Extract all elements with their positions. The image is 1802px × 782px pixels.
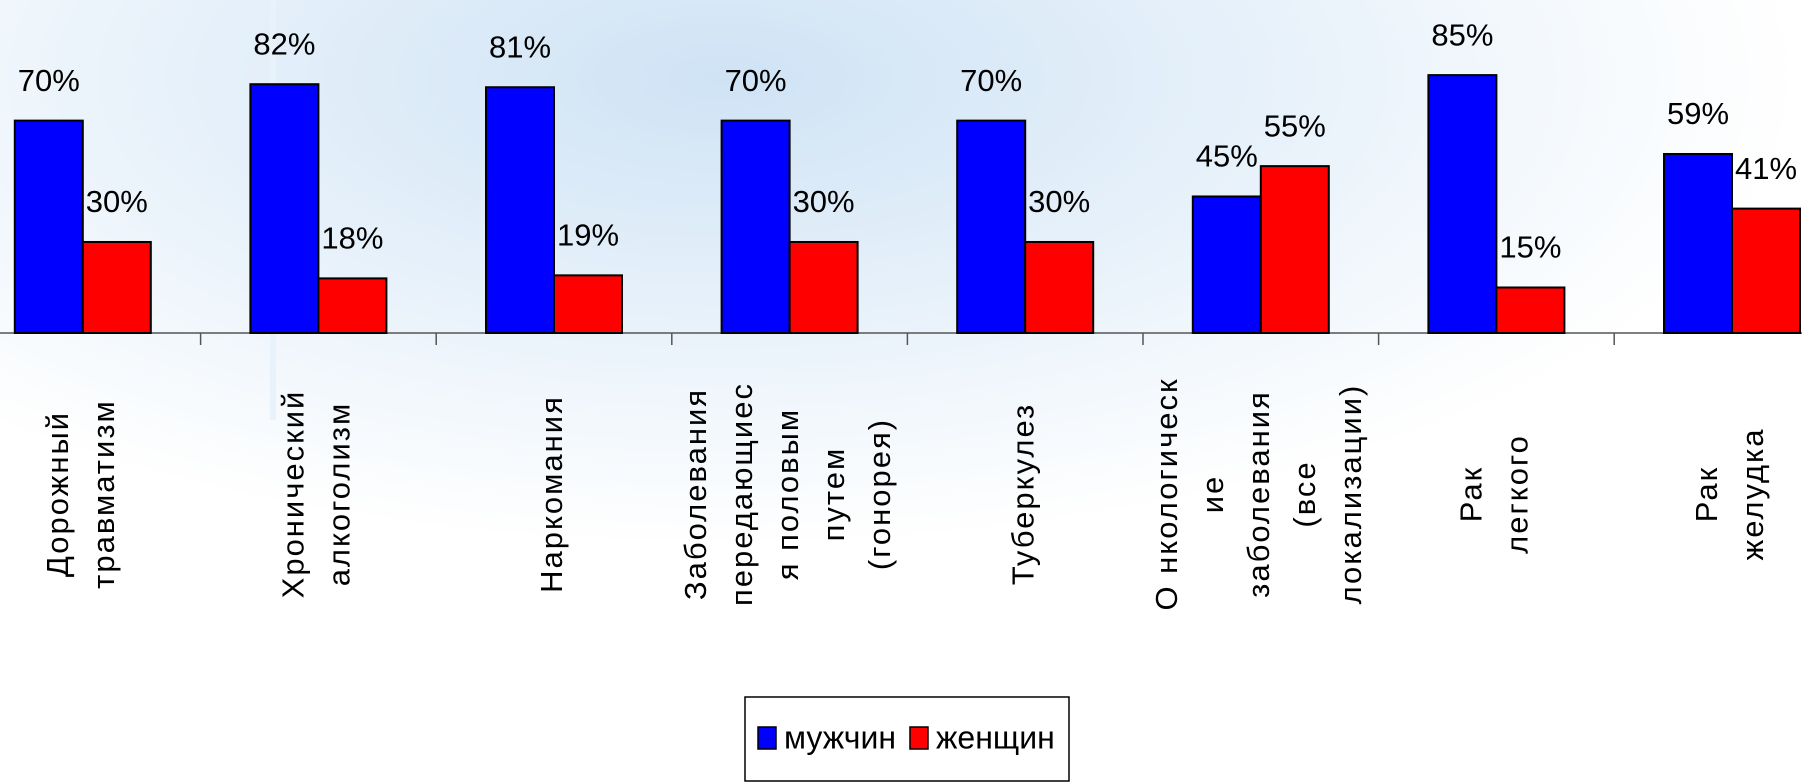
bar bbox=[81, 240, 152, 334]
bar bbox=[317, 277, 388, 334]
x-tick-label: Туберкулез bbox=[1005, 403, 1040, 586]
value-label: 82% bbox=[253, 26, 315, 61]
bar bbox=[1663, 152, 1733, 334]
x-tick-label: желудка bbox=[1735, 427, 1770, 560]
x-tick-label: травматизм bbox=[86, 399, 121, 589]
bar bbox=[956, 119, 1027, 335]
bar bbox=[1259, 165, 1330, 334]
value-label: 59% bbox=[1667, 96, 1729, 131]
bar bbox=[1427, 74, 1498, 335]
value-label: 85% bbox=[1431, 17, 1493, 52]
x-tick-label: Рак bbox=[1689, 466, 1724, 522]
x-tick-label: Дорожный bbox=[40, 411, 75, 577]
value-label: 41% bbox=[1735, 151, 1797, 186]
x-tick-label: легкого bbox=[1500, 434, 1535, 554]
x-tick-label: (все bbox=[1287, 460, 1322, 527]
x-tick-label: передающиес bbox=[724, 382, 759, 606]
legend-swatch bbox=[909, 726, 929, 750]
value-label: 55% bbox=[1264, 108, 1326, 143]
value-label: 30% bbox=[793, 184, 855, 219]
x-tick-label: Хронический bbox=[276, 390, 311, 599]
bar bbox=[485, 86, 555, 334]
x-tick-label: ие bbox=[1195, 475, 1230, 514]
bar bbox=[1495, 286, 1566, 334]
legend-label: мужчин bbox=[784, 719, 896, 755]
bar bbox=[13, 119, 84, 335]
x-tick-label: локализации) bbox=[1333, 384, 1368, 605]
bar bbox=[553, 274, 623, 335]
value-label: 70% bbox=[960, 63, 1022, 98]
value-label: 30% bbox=[1028, 184, 1090, 219]
value-label: 19% bbox=[557, 218, 619, 253]
value-label: 70% bbox=[725, 63, 787, 98]
bar bbox=[1191, 195, 1262, 334]
value-label: 18% bbox=[321, 221, 383, 256]
bar bbox=[1024, 240, 1095, 334]
legend-swatch bbox=[757, 726, 777, 750]
x-tick-label: заболевания bbox=[1241, 390, 1276, 598]
value-label: 15% bbox=[1499, 230, 1561, 265]
value-label: 30% bbox=[86, 184, 148, 219]
legend: мужчин женщин bbox=[744, 696, 1070, 782]
x-tick-label: алкоголизм bbox=[322, 402, 357, 587]
x-tick-label: Заболевания bbox=[678, 388, 713, 600]
x-tick-label: Рак bbox=[1454, 466, 1489, 522]
x-tick-label: О нкологическ bbox=[1149, 377, 1184, 610]
bar bbox=[788, 240, 859, 334]
x-tick-label: (гонорея) bbox=[862, 418, 897, 570]
x-tick-label: путем bbox=[816, 447, 851, 542]
x-tick-label: Наркомания bbox=[534, 395, 569, 593]
value-label: 45% bbox=[1196, 139, 1258, 174]
value-label: 81% bbox=[489, 29, 551, 64]
bar bbox=[720, 119, 791, 335]
bar bbox=[249, 83, 320, 334]
x-tick-label: я половым bbox=[770, 408, 805, 581]
legend-label: женщин bbox=[936, 719, 1055, 755]
bar bbox=[1731, 207, 1801, 334]
legend-box bbox=[744, 696, 1070, 782]
value-label: 70% bbox=[18, 63, 80, 98]
